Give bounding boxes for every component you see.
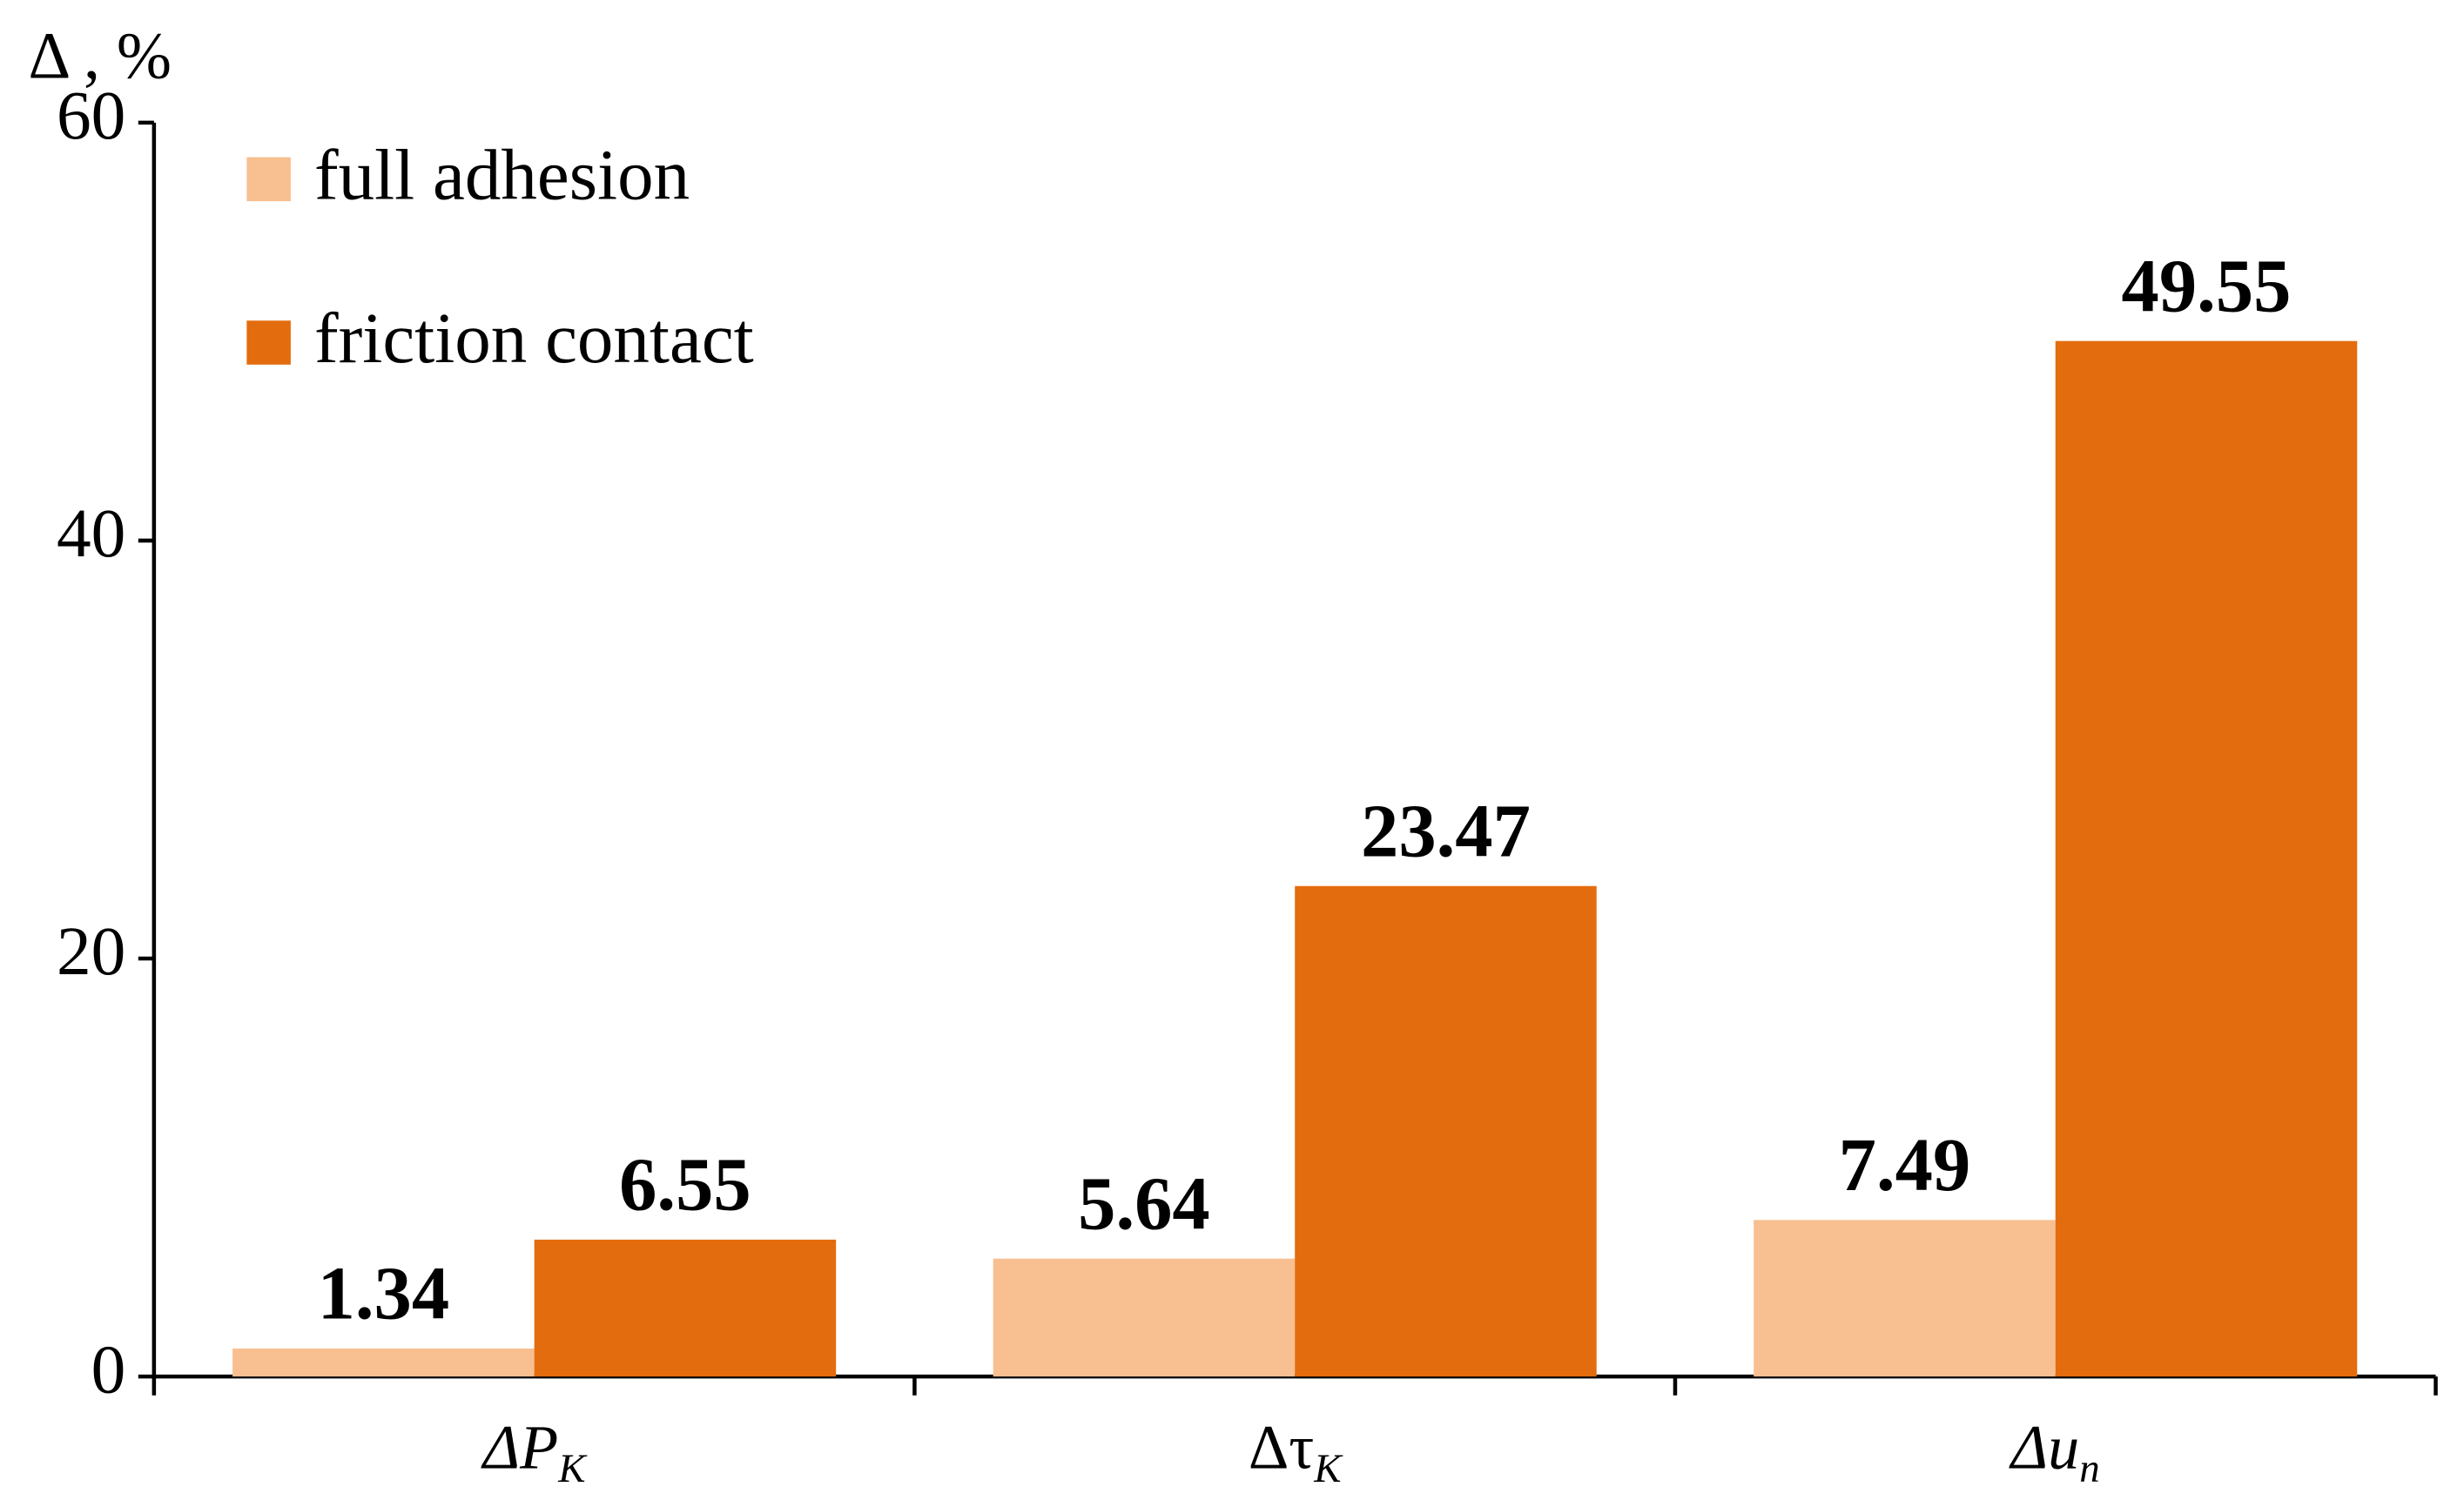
legend-swatch xyxy=(246,320,291,365)
legend-label: full adhesion xyxy=(314,134,690,214)
value-label: 49.55 xyxy=(2122,244,2292,327)
y-tick-label: 60 xyxy=(57,77,125,154)
y-tick-label: 20 xyxy=(57,913,125,990)
bar xyxy=(993,1258,1296,1377)
x-tick-label: Δun xyxy=(2009,1412,2100,1491)
bar xyxy=(1754,1220,2056,1377)
bar xyxy=(232,1348,535,1377)
legend-label: friction contact xyxy=(314,298,754,378)
value-label: 23.47 xyxy=(1361,789,1531,872)
bar xyxy=(534,1239,837,1377)
value-label: 7.49 xyxy=(1839,1123,1971,1207)
x-tick-label: ΔPK xyxy=(481,1412,588,1491)
y-axis-label: Δ , % xyxy=(28,20,172,93)
value-label: 6.55 xyxy=(619,1143,751,1227)
bar xyxy=(2055,340,2358,1377)
value-label: 1.34 xyxy=(318,1252,450,1335)
y-tick-label: 0 xyxy=(91,1331,126,1408)
legend-swatch xyxy=(246,157,291,202)
value-label: 5.64 xyxy=(1078,1161,1210,1245)
bar xyxy=(1295,885,1597,1377)
y-tick-label: 40 xyxy=(57,495,125,572)
x-tick-label: ΔτK xyxy=(1249,1412,1343,1491)
